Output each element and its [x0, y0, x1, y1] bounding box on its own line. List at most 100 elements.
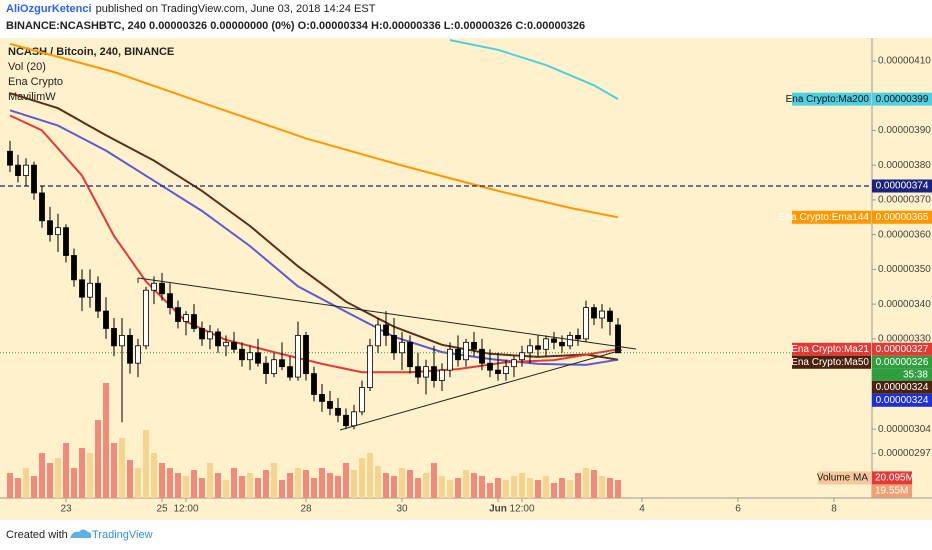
- volume-bar: [31, 476, 37, 498]
- volume-bar: [503, 480, 509, 498]
- volume-bar: [479, 476, 485, 498]
- candle-body: [463, 341, 469, 361]
- volume-bar: [519, 473, 525, 498]
- y-tick-label: 0.00000410: [878, 56, 931, 67]
- candle-body: [287, 366, 293, 378]
- volume-ma-box: [872, 471, 912, 485]
- volume-ma-label: 20.095M: [875, 473, 914, 484]
- volume-ma-name: Volume MA: [817, 473, 868, 484]
- footer-brand[interactable]: TradingView: [92, 529, 153, 541]
- price-label-box: [872, 179, 932, 193]
- volume-bar: [455, 478, 461, 498]
- volume-bar: [543, 476, 549, 498]
- x-tick-label: 25: [156, 504, 168, 515]
- volume-bar: [55, 458, 61, 498]
- volume-bar: [71, 468, 77, 498]
- candle-body: [591, 307, 597, 319]
- candle-body: [63, 227, 69, 256]
- volume-bar: [7, 473, 13, 498]
- candle-body: [239, 348, 245, 361]
- volume-bar: [559, 478, 565, 498]
- volume-bar: [119, 438, 125, 498]
- legend-item: Ena Crypto: [8, 76, 63, 88]
- candle-body: [23, 164, 29, 176]
- candle-body: [439, 369, 445, 381]
- volume-bar: [23, 468, 29, 498]
- candle-body: [503, 366, 509, 375]
- candle-body: [479, 348, 485, 364]
- candle-body: [495, 369, 501, 375]
- ma-line: [449, 39, 619, 100]
- volume-bar: [551, 483, 557, 498]
- footer-created: Created with: [6, 529, 68, 541]
- volume-bar: [303, 470, 309, 498]
- candle-body: [39, 192, 45, 222]
- volume-bar: [591, 470, 597, 498]
- published: published on TradingView.com, June 03, 2…: [96, 3, 376, 15]
- countdown: 35:38: [903, 369, 928, 380]
- candle-body: [95, 282, 101, 312]
- candle-body: [367, 345, 373, 388]
- volume-bar: [263, 470, 269, 498]
- volume-bar: [367, 453, 373, 498]
- x-tick-label: 23: [60, 504, 72, 515]
- volume-bar: [383, 473, 389, 498]
- candle-body: [471, 341, 477, 350]
- y-tick-label: 0.00000340: [878, 299, 931, 310]
- series-name: Ena Crypto:Ma21: [791, 344, 869, 355]
- candle-body: [383, 324, 389, 336]
- volume-bar: [535, 480, 541, 498]
- volume-bar: [79, 448, 85, 498]
- ma-line: [9, 42, 619, 219]
- candle-body: [135, 345, 141, 364]
- candle-body: [567, 335, 573, 347]
- volume-bar: [63, 443, 69, 498]
- volume-ma-label: 19.55M: [875, 486, 908, 497]
- candle-body: [343, 414, 349, 427]
- volume-bar: [327, 473, 333, 498]
- candle-body: [231, 341, 237, 350]
- candle-body: [247, 352, 253, 361]
- volume-bar: [583, 468, 589, 498]
- volume-bar: [407, 470, 413, 498]
- legend-item: Vol (20): [8, 61, 46, 73]
- candle-body: [311, 373, 317, 395]
- candle-body: [223, 341, 229, 347]
- price-label: 0.00000324: [876, 395, 929, 406]
- volume-bar: [439, 476, 445, 498]
- volume-bar: [431, 463, 437, 498]
- candle-body: [103, 310, 109, 329]
- volume-bar: [279, 480, 285, 498]
- series-name: Ena Crypto:Ma50: [791, 357, 869, 368]
- candle-body: [167, 293, 173, 309]
- candle-body: [415, 366, 421, 378]
- volume-bar: [175, 473, 181, 498]
- volume-bar: [375, 466, 381, 498]
- volume-bar: [399, 468, 405, 498]
- legend-item: MavilimW: [8, 91, 56, 103]
- volume-bar: [527, 478, 533, 498]
- candle-body: [511, 359, 517, 368]
- candle-body: [119, 335, 125, 347]
- volume-bar: [47, 463, 53, 498]
- price-label-box: [872, 355, 932, 369]
- candle-body: [191, 314, 197, 329]
- volume-bar: [183, 476, 189, 498]
- candle-body: [359, 387, 365, 413]
- volume-bar: [575, 473, 581, 498]
- volume-bar: [463, 470, 469, 498]
- volume-bar: [159, 463, 165, 498]
- y-tick-label: 0.00000304: [878, 424, 931, 435]
- volume-bar: [151, 453, 157, 498]
- price-label: 0.00000327: [876, 344, 929, 355]
- y-tick-label: 0.00000380: [878, 160, 931, 171]
- volume-ma-name-box: [818, 471, 871, 485]
- volume-bar: [95, 420, 101, 498]
- volume-bar: [447, 480, 453, 498]
- author[interactable]: AliOzgurKetenci: [6, 3, 92, 15]
- price-label: 0.00000374: [876, 181, 929, 192]
- volume-bar: [271, 463, 277, 498]
- y-tick-label: 0.00000360: [878, 229, 931, 240]
- candle-body: [87, 282, 93, 298]
- candle-body: [15, 164, 21, 176]
